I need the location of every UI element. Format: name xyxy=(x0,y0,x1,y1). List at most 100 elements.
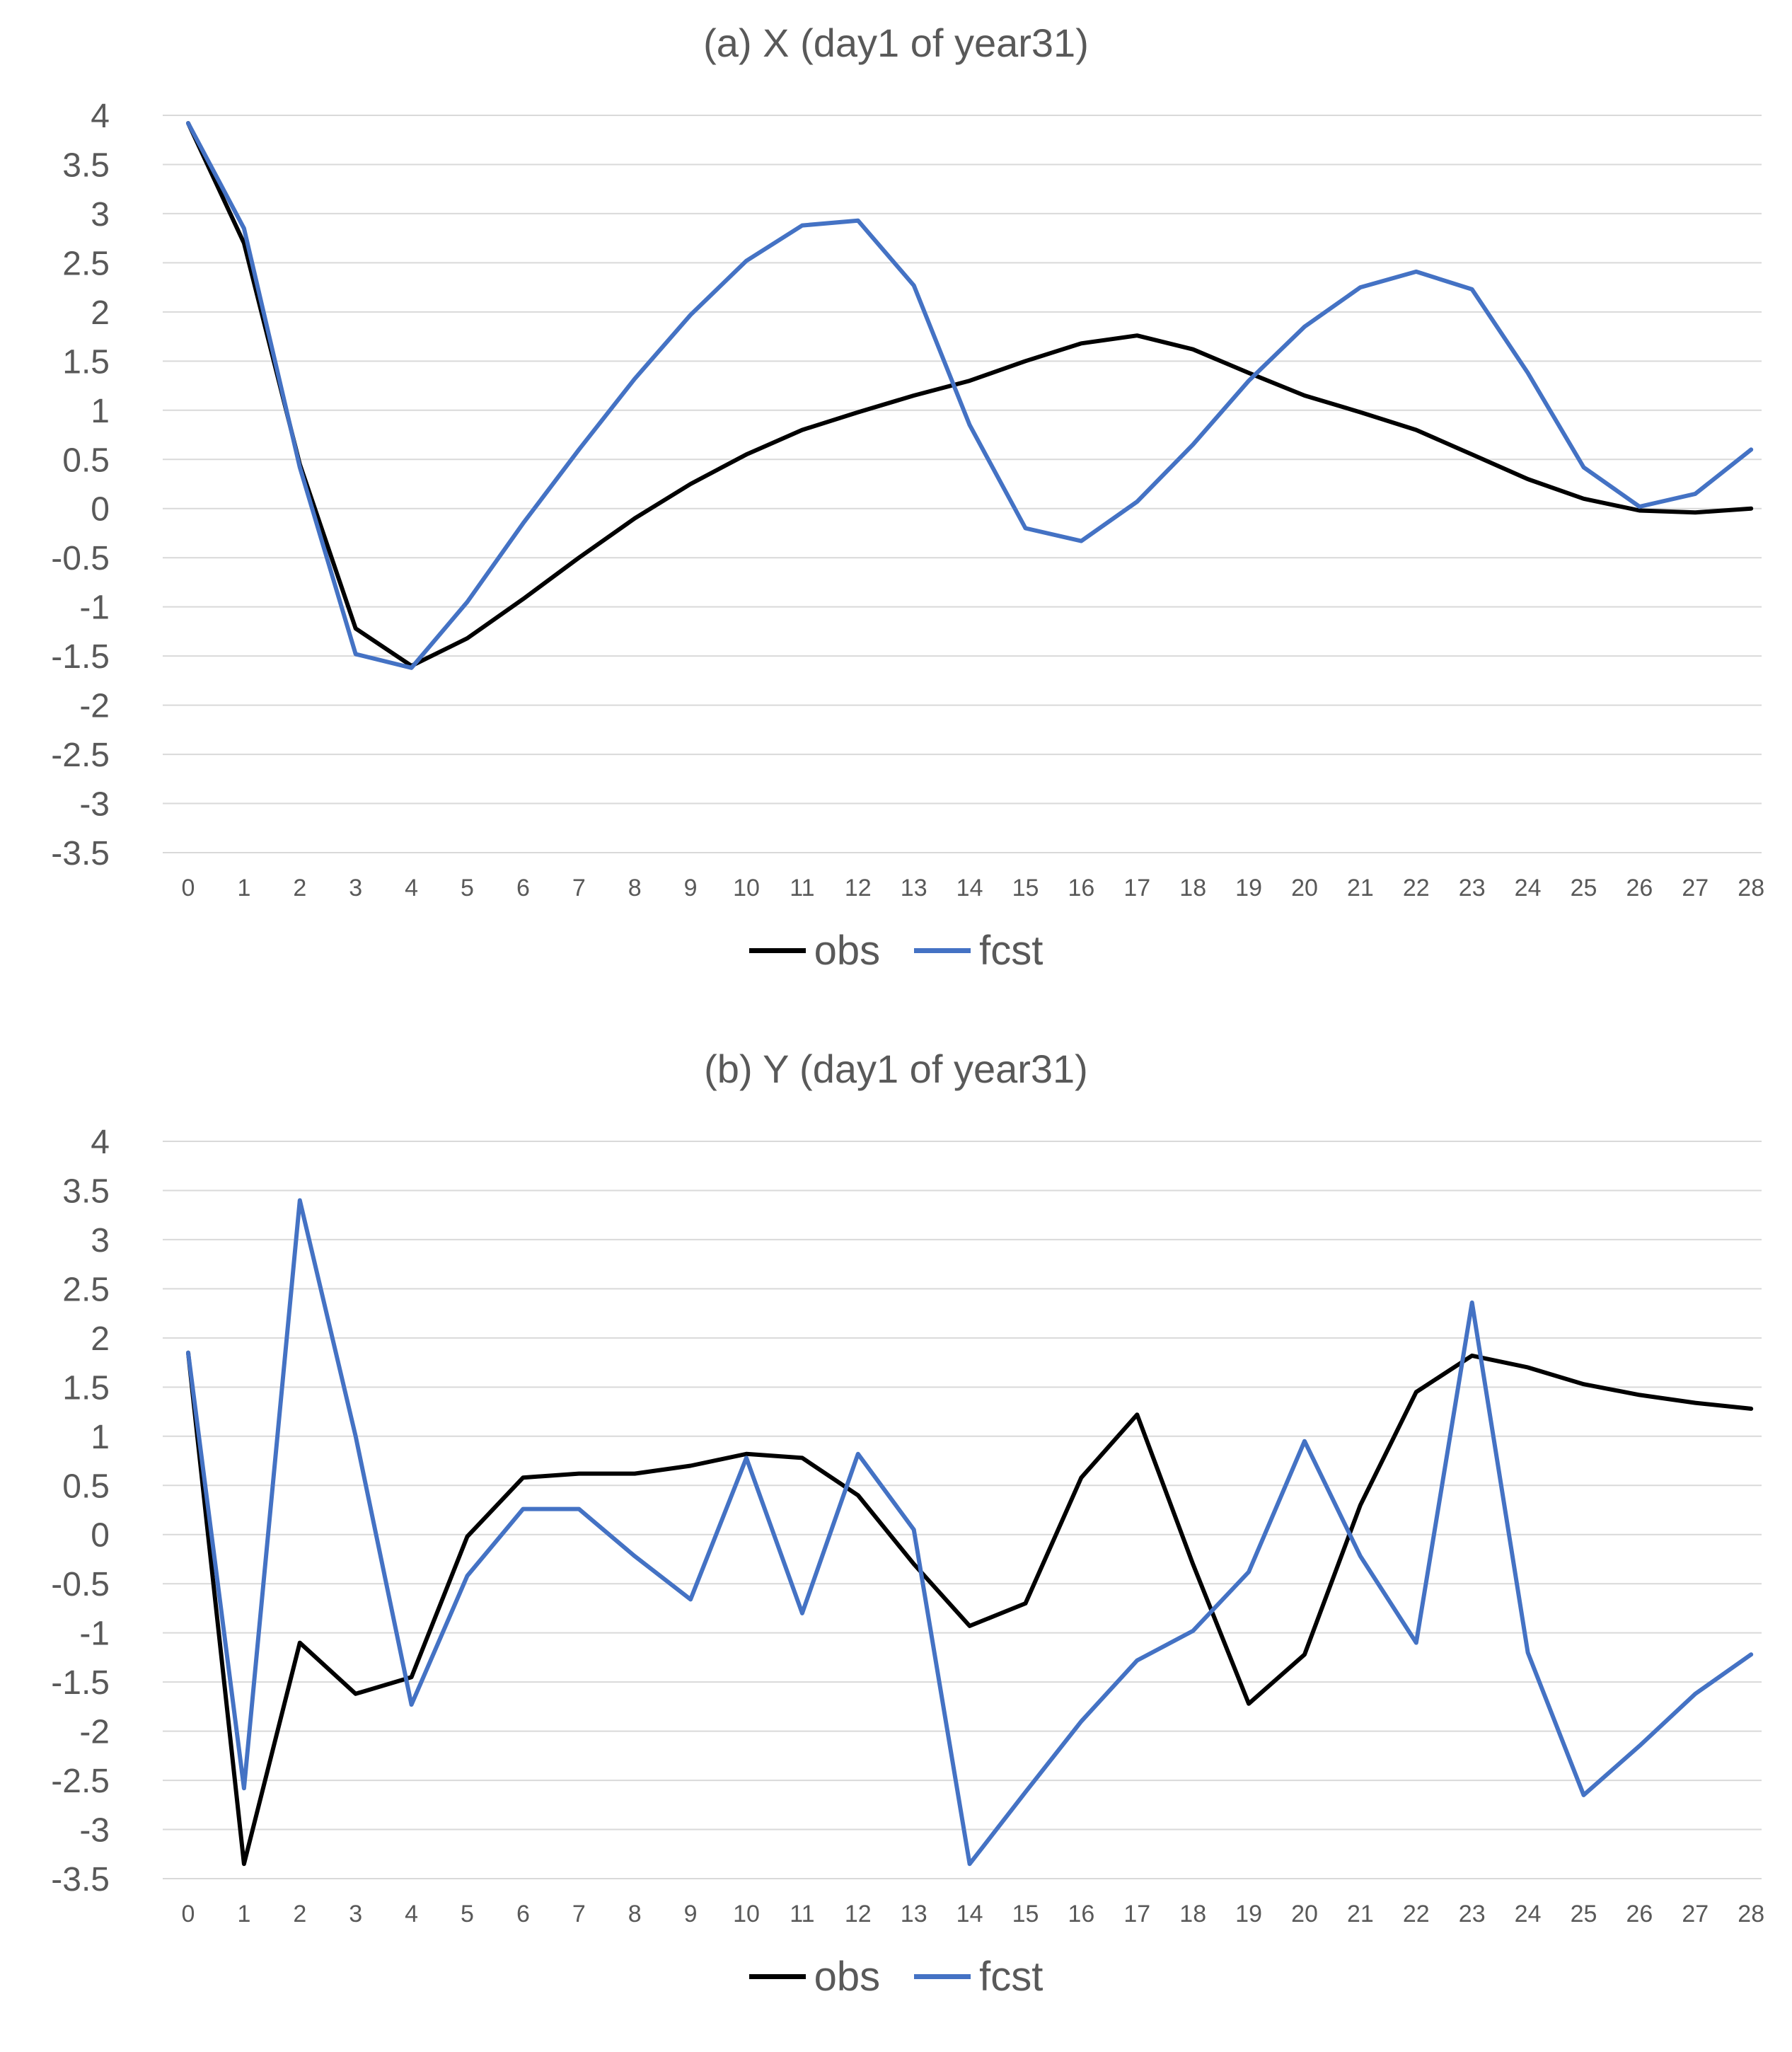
x-tick-label: 15 xyxy=(1012,1901,1039,1927)
x-tick-label: 2 xyxy=(293,875,306,901)
legend-item-obs: obs xyxy=(748,1953,881,2000)
x-tick-label: 14 xyxy=(956,875,983,901)
x-tick-label: 27 xyxy=(1682,875,1709,901)
legend-item-fcst: fcst xyxy=(914,1953,1043,2000)
x-tick-label: 27 xyxy=(1682,1901,1709,1927)
x-tick-label: 15 xyxy=(1012,875,1039,901)
y-tick-label: 0 xyxy=(91,491,110,529)
x-tick-label: 3 xyxy=(349,1901,362,1927)
x-tick-label: 16 xyxy=(1068,875,1094,901)
y-tick-label: -1 xyxy=(79,1615,110,1653)
x-tick-label: 18 xyxy=(1179,875,1206,901)
y-tick-label: 2.5 xyxy=(62,245,110,282)
y-tick-label: -3.5 xyxy=(51,1861,110,1898)
x-tick-label: 5 xyxy=(461,1901,474,1927)
y-tick-label: 3.5 xyxy=(62,1172,110,1210)
series-line-obs-x xyxy=(186,121,1754,668)
x-tick-label: 19 xyxy=(1235,875,1262,901)
gridlines xyxy=(163,1141,1762,1879)
x-tick-label: 1 xyxy=(237,1901,250,1927)
x-tick-label: 7 xyxy=(572,875,586,901)
legend-swatch-fcst xyxy=(914,948,971,953)
x-tick-label: 26 xyxy=(1626,875,1653,901)
series-line-obs-y xyxy=(186,1350,1754,1867)
x-tick-label: 13 xyxy=(901,1901,927,1927)
y-tick-label: -2.5 xyxy=(51,1763,110,1800)
x-tick-label: 8 xyxy=(628,1901,642,1927)
x-tick-label: 28 xyxy=(1738,1901,1764,1927)
x-tick-label: 25 xyxy=(1571,1901,1597,1927)
x-tick-label: 1 xyxy=(237,875,250,901)
x-tick-label: 23 xyxy=(1459,875,1486,901)
chart-x-plot: 4 3.5 3 2.5 2 1.5 1 0.5 0 -0.5 -1 -1.5 -2 -2.5 -3 -3.5 0… xyxy=(51,98,1764,901)
x-tick-label: 24 xyxy=(1515,875,1542,901)
x-tick-label: 0 xyxy=(182,1901,195,1927)
y-tick-label: -2 xyxy=(79,688,110,725)
series-line-fcst-x xyxy=(186,121,1754,670)
x-tick-label: 8 xyxy=(628,875,642,901)
y-tick-label: -2.5 xyxy=(51,737,110,774)
legend-label-obs: obs xyxy=(814,928,881,974)
x-tick-label: 3 xyxy=(349,875,362,901)
x-tick-label: 16 xyxy=(1068,1901,1094,1927)
x-tick-label: 2 xyxy=(293,1901,306,1927)
x-tick-label: 9 xyxy=(684,875,698,901)
legend-item-obs: obs xyxy=(748,927,881,974)
chart-title-x: (a) X (day1 of year31) xyxy=(703,21,1089,65)
legend-label-fcst: fcst xyxy=(979,1954,1044,2000)
x-tick-label: 28 xyxy=(1738,875,1764,901)
x-tick-label: 13 xyxy=(901,875,927,901)
x-tick-label: 19 xyxy=(1235,1901,1262,1927)
x-tick-label: 12 xyxy=(845,875,872,901)
x-tick-label: 21 xyxy=(1347,1901,1374,1927)
y-tick-label: 1.5 xyxy=(62,343,110,381)
x-tick-label: 4 xyxy=(405,1901,418,1927)
y-tick-label: -1 xyxy=(79,589,110,627)
x-tick-label: 23 xyxy=(1459,1901,1486,1927)
y-tick-label: -0.5 xyxy=(51,1566,110,1603)
x-tick-label: 17 xyxy=(1123,875,1150,901)
legend-y: obs fcst xyxy=(0,1953,1792,2000)
y-tick-label: 0.5 xyxy=(62,1468,110,1505)
x-tick-label: 14 xyxy=(956,1901,983,1927)
legend-label-fcst: fcst xyxy=(979,928,1044,974)
x-tick-label: 17 xyxy=(1123,1901,1150,1927)
series-line-fcst-y xyxy=(186,1198,1754,1867)
legend-swatch-obs xyxy=(748,948,806,953)
y-tick-label: 2.5 xyxy=(62,1271,110,1308)
y-tick-label: -0.5 xyxy=(51,540,110,577)
chart-x: (a) X (day1 of year31) 4 3.5 3 2.5 2 1.5 1 0.5 0… xyxy=(0,21,1792,974)
gridlines xyxy=(163,115,1762,853)
y-tick-label: -1.5 xyxy=(51,638,110,676)
x-tick-label: 26 xyxy=(1626,1901,1653,1927)
x-tick-label: 4 xyxy=(405,875,418,901)
x-tick-label: 6 xyxy=(516,1901,530,1927)
y-tick-label: -1.5 xyxy=(51,1664,110,1702)
chart-y-plot: 4 3.5 3 2.5 2 1.5 1 0.5 0 -0.5 -1 -1.5 -2 -2.5 -3 -3.5 0… xyxy=(51,1124,1764,1927)
x-tick-label: 24 xyxy=(1515,1901,1542,1927)
x-tick-label: 18 xyxy=(1179,1901,1206,1927)
y-tick-label: 0 xyxy=(91,1517,110,1555)
y-tick-label: 3.5 xyxy=(62,146,110,184)
x-tick-label: 12 xyxy=(845,1901,872,1927)
chart-y: (b) Y (day1 of year31) 4 3.5 3 2.5 2 1.5 1 0.5 0… xyxy=(0,1026,1792,2052)
y-tick-label: 1.5 xyxy=(62,1369,110,1407)
legend-item-fcst: fcst xyxy=(914,927,1043,974)
y-tick-label: 0.5 xyxy=(62,442,110,479)
y-tick-label: -3.5 xyxy=(51,835,110,872)
x-tick-label: 22 xyxy=(1403,1901,1430,1927)
y-tick-label: 1 xyxy=(91,393,110,430)
y-tick-label: 4 xyxy=(91,1124,110,1161)
legend-x: obs fcst xyxy=(0,927,1792,974)
x-tick-label: 20 xyxy=(1291,1901,1318,1927)
x-tick-label: 25 xyxy=(1571,875,1597,901)
x-tick-label: 6 xyxy=(516,875,530,901)
y-tick-label: 1 xyxy=(91,1419,110,1456)
x-tick-label: 11 xyxy=(790,875,814,901)
y-tick-label: 4 xyxy=(91,98,110,135)
y-tick-label: 3 xyxy=(91,196,110,234)
x-tick-label: 0 xyxy=(182,875,195,901)
legend-label-obs: obs xyxy=(814,1954,881,2000)
legend-swatch-fcst xyxy=(914,1974,971,1979)
x-tick-label: 10 xyxy=(733,1901,760,1927)
